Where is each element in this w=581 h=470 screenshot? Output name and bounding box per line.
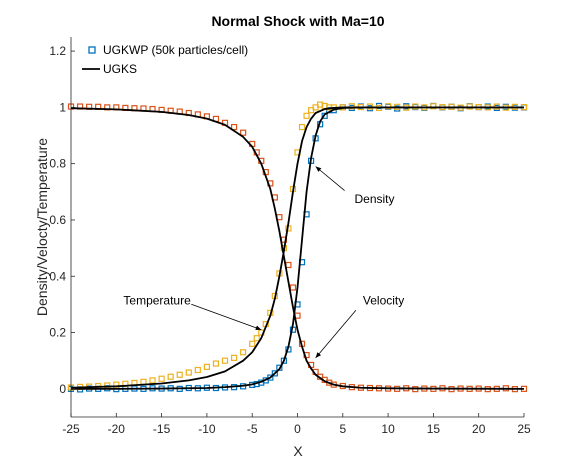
legend-label-ugkwp: UGKWP (50k particles/cell) [103, 43, 248, 57]
data-point [298, 123, 306, 131]
y-tick-label: 1 [59, 100, 66, 114]
data-point [176, 371, 183, 378]
ugks-curve-1 [70, 107, 525, 390]
x-tick-label: 10 [381, 422, 395, 436]
x-tick-label: 20 [472, 422, 486, 436]
y-axis-label: Density/Velocty/Temperature [34, 138, 50, 316]
data-point [321, 112, 328, 119]
data-point [167, 373, 174, 380]
plot-area [71, 37, 524, 417]
data-point [253, 335, 260, 342]
data-point [249, 340, 256, 347]
data-point [158, 375, 165, 382]
annotation-arrow [191, 303, 262, 331]
legend: UGKWP (50k particles/cell) UGKS [76, 40, 266, 78]
annotation-layer: Density Temperature Velocity [123, 166, 404, 359]
data-point [221, 357, 229, 364]
data-point [430, 103, 437, 110]
data-point [185, 369, 192, 376]
data-point [267, 374, 274, 381]
annotation-arrow [315, 310, 357, 359]
annotation-arrow [315, 166, 345, 191]
x-tick-label: 5 [339, 422, 346, 436]
data-point [240, 349, 247, 356]
data-point [230, 123, 238, 131]
data-point [230, 354, 238, 361]
data-point [289, 284, 297, 291]
x-tick-label: 25 [517, 422, 531, 436]
data-point [271, 370, 278, 377]
y-tick-label: 1.2 [49, 44, 66, 58]
x-tick-label: 15 [427, 422, 441, 436]
x-tick-label: -10 [198, 422, 216, 436]
y-tick-label: 0.4 [49, 269, 66, 283]
x-tick-label: -15 [153, 422, 171, 436]
x-tick-label: -5 [247, 422, 258, 436]
data-point [240, 129, 247, 136]
annotation-label: Density [354, 192, 394, 206]
y-tick-label: 0.2 [49, 326, 66, 340]
data-point [303, 112, 310, 119]
data-point [348, 103, 355, 110]
data-point [194, 366, 201, 374]
y-tick-label: 0.8 [49, 157, 66, 171]
data-layer [67, 101, 528, 393]
x-tick-label: 0 [294, 422, 301, 436]
data-point [212, 360, 220, 367]
data-point [203, 363, 210, 370]
data-point [385, 103, 392, 110]
y-tick-label: 0.6 [49, 213, 66, 227]
ugks-curve-2 [71, 106, 524, 390]
axes: -25 -20 -15 -10 -5 0 5 10 15 20 25 0 0.2 0.4 0.6 0.8 1 1.… [49, 37, 531, 436]
x-tick-label: -25 [62, 422, 80, 436]
x-tick-label: -20 [108, 422, 126, 436]
y-tick-label: 0 [59, 382, 66, 396]
x-axis-label: X [293, 443, 303, 459]
chart-title: Normal Shock with Ma=10 [211, 13, 384, 29]
annotation-label: Velocity [363, 293, 404, 307]
annotation-label: Temperature [123, 293, 191, 307]
data-point [149, 377, 156, 384]
plot-background [71, 37, 524, 417]
legend-box [76, 40, 266, 78]
ugks-curve-0 [70, 106, 524, 389]
legend-marker-ugkwp [88, 46, 96, 54]
legend-label-ugks: UGKS [103, 62, 137, 76]
